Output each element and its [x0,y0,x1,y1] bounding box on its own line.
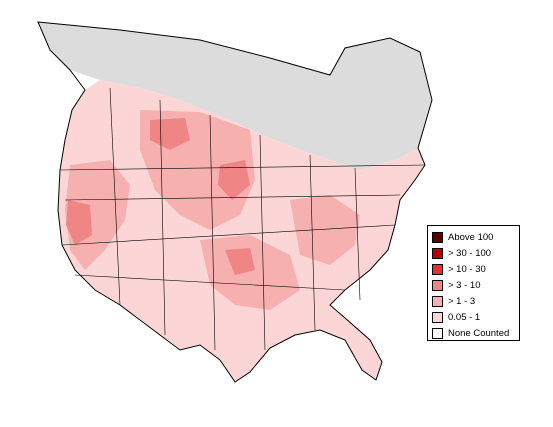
legend-label: None Counted [448,327,510,339]
legend-label: > 10 - 30 [448,263,486,275]
legend-label: Above 100 [448,231,494,243]
legend-item: > 10 - 30 [432,262,486,276]
legend-item: None Counted [432,326,509,340]
legend: Above 100 > 30 - 100 > 10 - 30 > 3 - 10 … [427,225,520,341]
abundance-hotspot-2 [218,160,250,200]
legend-label: > 1 - 3 [448,295,476,307]
legend-swatch [432,279,443,291]
abundance-patch-west [65,160,130,270]
legend-swatch [432,231,443,243]
legend-item: > 3 - 10 [432,278,480,292]
abundance-hotspot-3 [66,200,92,245]
legend-swatch [432,311,443,323]
unsurveyed-region [38,22,432,170]
legend-label: > 30 - 100 [448,247,492,259]
legend-item: 0.05 - 1 [432,310,480,324]
legend-label: > 3 - 10 [448,279,481,291]
legend-item: Above 100 [432,230,493,244]
abundance-hotspot-1 [150,118,190,150]
legend-item: > 1 - 3 [432,294,475,308]
political-boundaries [59,87,426,351]
abundance-patch-south [200,235,300,310]
abundance-hotspot-4 [225,248,255,275]
legend-swatch [432,263,443,275]
coastline [37,21,433,383]
legend-swatch [432,327,443,339]
legend-swatch [432,295,443,307]
legend-label: 0.05 - 1 [448,311,481,323]
abundance-patch-east [290,195,360,265]
legend-item: > 30 - 100 [432,246,491,260]
legend-swatch [432,247,443,259]
